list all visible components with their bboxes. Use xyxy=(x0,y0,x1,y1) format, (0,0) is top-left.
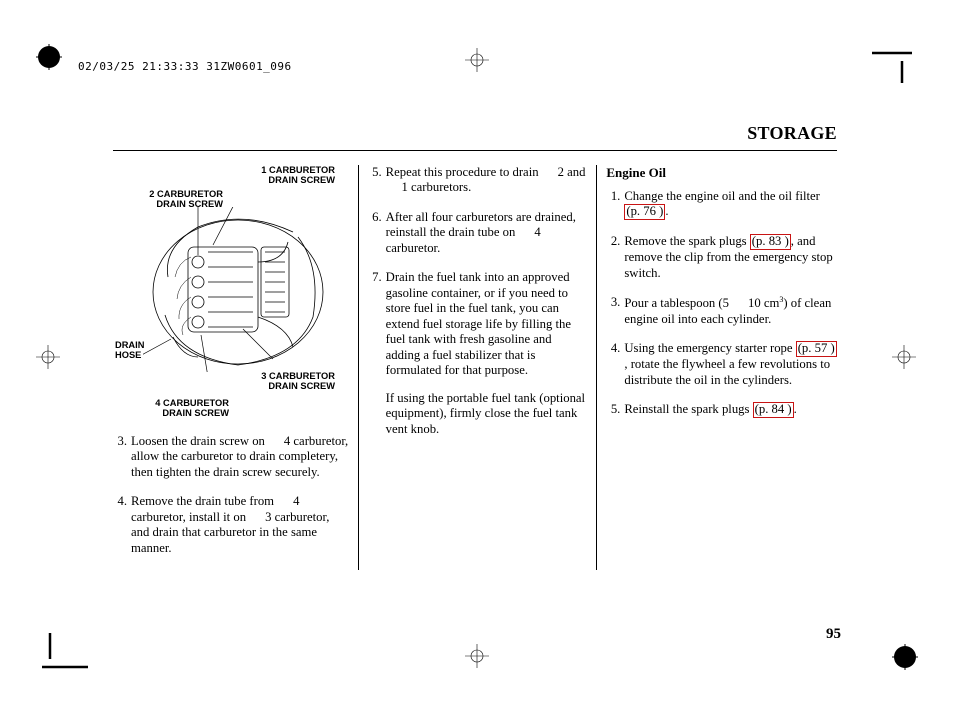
step-number: 5. xyxy=(368,165,382,196)
col3-step-4: 4. Using the emergency starter rope (p. … xyxy=(606,341,837,388)
step-text: Loosen the drain screw on 4 carburetor, … xyxy=(131,434,349,480)
col2-step-5: 5. Repeat this procedure to drain 2 and … xyxy=(368,165,588,196)
page-content: STORAGE 1 CARBURETOR DRAIN SCREW 2 CARBU… xyxy=(113,123,837,570)
step-text: Using the emergency starter rope (p. 57 … xyxy=(624,341,837,388)
engine-oil-heading: Engine Oil xyxy=(606,165,837,181)
print-mark-bottom-center xyxy=(465,644,489,668)
col3-step-5: 5. Reinstall the spark plugs (p. 84 ). xyxy=(606,402,837,418)
step-number: 3. xyxy=(606,295,620,327)
col1-step-3: 3. Loosen the drain screw on 4 carbureto… xyxy=(113,434,349,480)
print-mark-top-center xyxy=(465,48,489,72)
step-7-subpara: If using the portable fuel tank (optiona… xyxy=(386,391,588,437)
step-number: 3. xyxy=(113,434,127,480)
diagram-label-carb3: 3 CARBURETOR DRAIN SCREW xyxy=(233,371,335,391)
col1-step-4: 4. Remove the drain tube from 4 carburet… xyxy=(113,494,349,556)
step-text: Remove the drain tube from 4 carburetor,… xyxy=(131,494,349,556)
col3-step-1: 1. Change the engine oil and the oil fil… xyxy=(606,189,837,220)
step-text: Reinstall the spark plugs (p. 84 ). xyxy=(624,402,837,418)
step-text: Remove the spark plugs (p. 83 ), and rem… xyxy=(624,234,837,281)
step-number: 2. xyxy=(606,234,620,281)
page-ref-84[interactable]: (p. 84 ) xyxy=(753,402,794,418)
page-ref-83[interactable]: (p. 83 ) xyxy=(750,234,791,250)
step-number: 4. xyxy=(606,341,620,388)
step-text: Drain the fuel tank into an approved gas… xyxy=(386,270,588,437)
diagram-label-carb4: 4 CARBURETOR DRAIN SCREW xyxy=(129,398,229,418)
step-text: Pour a tablespoon (5 10 cm3) of clean en… xyxy=(624,295,837,327)
page-ref-57[interactable]: (p. 57 ) xyxy=(796,341,837,357)
title-rule xyxy=(113,150,837,151)
print-mark-left-center xyxy=(36,345,60,369)
page-title: STORAGE xyxy=(113,123,837,144)
column-2: 5. Repeat this procedure to drain 2 and … xyxy=(358,165,598,570)
column-3: Engine Oil 1. Change the engine oil and … xyxy=(597,165,837,570)
col3-step-3: 3. Pour a tablespoon (5 10 cm3) of clean… xyxy=(606,295,837,327)
col2-step-6: 6. After all four carburetors are draine… xyxy=(368,210,588,256)
page-number: 95 xyxy=(826,626,841,643)
print-mark-br xyxy=(892,644,918,670)
step-number: 7. xyxy=(368,270,382,437)
engine-illustration xyxy=(143,207,328,372)
crop-mark-bl xyxy=(28,633,88,673)
crop-mark-tr xyxy=(872,33,932,73)
step-number: 4. xyxy=(113,494,127,556)
column-1: 1 CARBURETOR DRAIN SCREW 2 CARBURETOR DR… xyxy=(113,165,358,570)
engine-diagram: 1 CARBURETOR DRAIN SCREW 2 CARBURETOR DR… xyxy=(113,165,328,420)
diagram-label-carb1: 1 CARBURETOR DRAIN SCREW xyxy=(233,165,335,185)
header-timestamp: 02/03/25 21:33:33 31ZW0601_096 xyxy=(78,60,292,73)
page-ref-76[interactable]: (p. 76 ) xyxy=(624,204,665,220)
step-text: After all four carburetors are drained, … xyxy=(386,210,588,256)
col3-step-2: 2. Remove the spark plugs (p. 83 ), and … xyxy=(606,234,837,281)
print-mark-right-center xyxy=(892,345,916,369)
col2-step-7: 7. Drain the fuel tank into an approved … xyxy=(368,270,588,437)
step-text: Repeat this procedure to drain 2 and 1 c… xyxy=(386,165,588,196)
step-text: Change the engine oil and the oil filter… xyxy=(624,189,837,220)
step-number: 1. xyxy=(606,189,620,220)
step-number: 6. xyxy=(368,210,382,256)
print-mark-tl xyxy=(36,44,62,70)
step-number: 5. xyxy=(606,402,620,418)
